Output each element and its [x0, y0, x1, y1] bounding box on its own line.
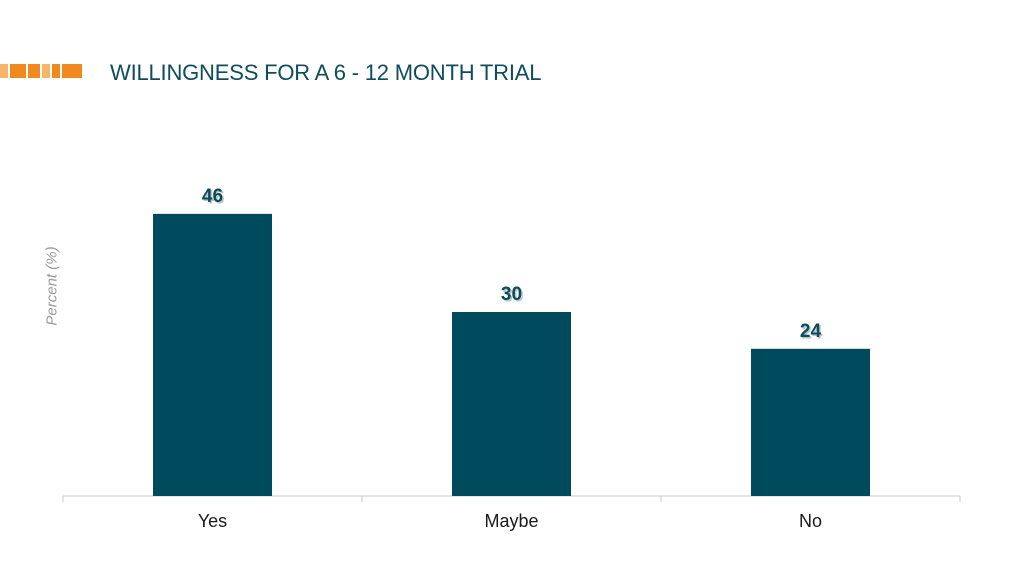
x-tick-label-yes: Yes — [198, 511, 227, 531]
x-tick-label-no: No — [799, 511, 822, 531]
title-accent-bar — [0, 64, 82, 78]
bar-yes — [153, 213, 272, 496]
page-title: WILLINGNESS FOR A 6 - 12 MONTH TRIAL — [110, 60, 542, 85]
accent-segment — [0, 64, 8, 78]
accent-segment — [62, 64, 82, 78]
x-tick-label-maybe: Maybe — [484, 511, 538, 531]
bar-maybe — [452, 312, 571, 496]
data-label-no: 24 — [800, 321, 822, 342]
data-label-shadow: 30 — [502, 286, 523, 307]
data-label-shadow: 24 — [801, 322, 823, 343]
data-label-yes: 46 — [202, 186, 223, 207]
data-label-shadow: 46 — [203, 187, 224, 208]
accent-segment — [42, 64, 50, 78]
accent-segment — [52, 64, 60, 78]
bar-no — [751, 348, 870, 496]
data-label-maybe: 30 — [501, 284, 522, 305]
accent-segment — [28, 64, 40, 78]
accent-segment — [10, 64, 26, 78]
